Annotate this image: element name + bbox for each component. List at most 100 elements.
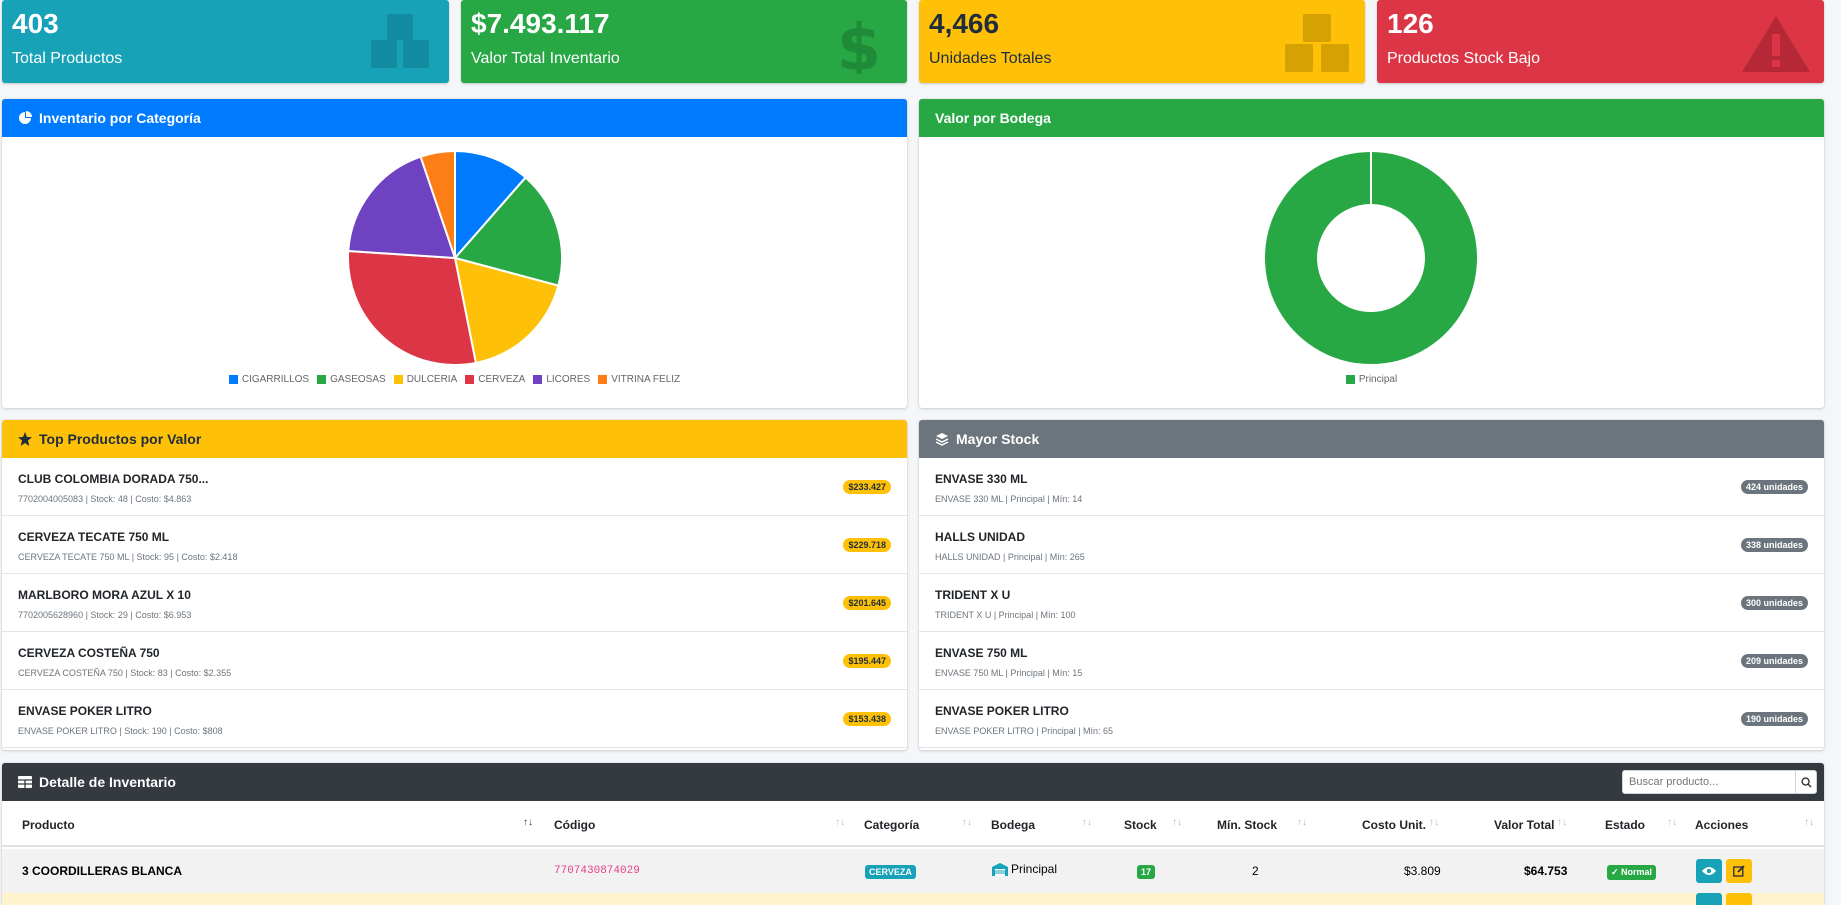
- edit-button[interactable]: [1726, 893, 1752, 905]
- item-badge: 338 unidades: [1740, 538, 1808, 552]
- list-item[interactable]: CERVEZA TECATE 750 ML CERVEZA TECATE 750 …: [2, 516, 907, 574]
- card-header: Mayor Stock: [919, 420, 1824, 458]
- sort-icon[interactable]: ↑↓: [835, 817, 845, 828]
- cell-codigo: 7707430874029: [554, 865, 640, 877]
- category-badge: CERVEZA: [865, 865, 916, 879]
- sort-icon[interactable]: ↑↓: [962, 817, 972, 828]
- search-icon: [1800, 776, 1812, 788]
- col-estado[interactable]: Estado: [1605, 818, 1646, 832]
- list-item[interactable]: ENVASE 330 ML ENVASE 330 ML | Principal |…: [919, 458, 1824, 516]
- pie-slice-dulceria[interactable]: [453, 256, 560, 365]
- stat-low-stock: 126 Productos Stock Bajo: [1377, 0, 1824, 83]
- table-row[interactable]: 3 COORDILLERAS BLANCA 7707430874029 CERV…: [2, 849, 1824, 893]
- item-badge: 300 unidades: [1740, 596, 1808, 610]
- stat-value: 403: [12, 8, 59, 39]
- pie-slice-cigarrillos[interactable]: [454, 149, 527, 261]
- cell-costo: $3.809: [1404, 864, 1441, 878]
- col-producto[interactable]: Producto: [22, 818, 75, 832]
- item-details: 7702004005083 | Stock: 48 | Costo: $4.86…: [18, 494, 192, 504]
- legend-item[interactable]: GASEOSAS: [317, 374, 386, 385]
- layers-icon: [935, 433, 949, 446]
- col-valor[interactable]: Valor Total: [1494, 818, 1555, 832]
- legend-item[interactable]: VITRINA FELIZ: [598, 374, 680, 385]
- status-label: Normal: [1621, 867, 1653, 877]
- pie-slice-principal[interactable]: [1263, 150, 1479, 366]
- view-button[interactable]: [1696, 859, 1722, 883]
- category-pie-chart[interactable]: [2, 137, 907, 408]
- list-item[interactable]: CLUB COLOMBIA DORADA 750... 7702004005083…: [2, 458, 907, 516]
- card-title: Top Productos por Valor: [39, 431, 202, 447]
- stat-label: Valor Total Inventario: [471, 50, 620, 67]
- sort-icon[interactable]: ↑↓: [1082, 817, 1092, 828]
- card-header: Top Productos por Valor: [2, 420, 907, 458]
- list-item[interactable]: ENVASE 750 ML ENVASE 750 ML | Principal |…: [919, 632, 1824, 690]
- warehouse-icon: [992, 862, 1008, 876]
- list-item[interactable]: HALLS UNIDAD HALLS UNIDAD | Principal | M…: [919, 516, 1824, 574]
- card-title: Valor por Bodega: [935, 110, 1051, 126]
- legend-item[interactable]: Principal: [1345, 374, 1397, 385]
- col-min-stock[interactable]: Mín. Stock: [1217, 818, 1278, 832]
- col-categoria[interactable]: Categoría: [864, 818, 920, 832]
- legend-swatch: [317, 375, 327, 384]
- cubes-icon: [371, 14, 429, 68]
- search-input[interactable]: [1622, 770, 1797, 794]
- sort-asc-icon[interactable]: ↑↓: [523, 817, 533, 828]
- legend-item[interactable]: CIGARRILLOS: [228, 374, 309, 385]
- col-costo[interactable]: Costo Unit.: [1362, 818, 1426, 832]
- item-name: CERVEZA COSTEÑA 750: [18, 646, 160, 660]
- cell-min-stock: 2: [1252, 864, 1259, 878]
- star-icon: [18, 432, 32, 446]
- legend-item[interactable]: DULCERIA: [393, 374, 458, 385]
- warehouse-donut-chart[interactable]: [919, 137, 1824, 408]
- col-codigo[interactable]: Código: [554, 818, 596, 832]
- card-title: Detalle de Inventario: [39, 774, 176, 790]
- pie-slice-vitrina-feliz[interactable]: [419, 149, 456, 259]
- col-stock[interactable]: Stock: [1124, 818, 1157, 832]
- legend-label: VITRINA FELIZ: [611, 374, 681, 385]
- view-button[interactable]: [1696, 893, 1722, 905]
- legend-label: DULCERIA: [406, 374, 458, 385]
- top-products-card: Top Productos por Valor CLUB COLOMBIA DO…: [2, 420, 907, 750]
- edit-button[interactable]: [1726, 859, 1752, 883]
- dollar-icon: $: [837, 14, 882, 74]
- item-details: ENVASE 750 ML | Principal | Mín: 15: [935, 668, 1083, 678]
- sort-icon[interactable]: ↑↓: [1804, 817, 1814, 828]
- legend-item[interactable]: CERVEZA: [465, 374, 525, 385]
- list-item[interactable]: ENVASE POKER LITRO ENVASE POKER LITRO | P…: [919, 690, 1824, 748]
- sort-icon[interactable]: ↑↓: [1557, 817, 1567, 828]
- list-item[interactable]: CERVEZA COSTEÑA 750 CERVEZA COSTEÑA 750 |…: [2, 632, 907, 690]
- col-bodega[interactable]: Bodega: [991, 818, 1036, 832]
- legend-item[interactable]: LICORES: [533, 374, 590, 385]
- scrollbar-track[interactable]: [1832, 0, 1841, 905]
- pie-slice-gaseosas[interactable]: [453, 176, 563, 287]
- stat-total-units: 4,466 Unidades Totales: [919, 0, 1365, 83]
- pie-slice-cerveza[interactable]: [347, 249, 478, 366]
- item-details: ENVASE 330 ML | Principal | Mín: 14: [935, 494, 1083, 504]
- sort-icon[interactable]: ↑↓: [1667, 817, 1677, 828]
- chart-legend: Principal: [919, 374, 1824, 385]
- table-row[interactable]: [2, 893, 1824, 905]
- sort-icon[interactable]: ↑↓: [1297, 817, 1307, 828]
- sort-icon[interactable]: ↑↓: [1429, 817, 1439, 828]
- col-acciones: Acciones: [1695, 818, 1749, 832]
- category-chart-card: Inventario por Categoría CIGARRILLOS GASE…: [2, 99, 907, 408]
- item-details: CERVEZA TECATE 750 ML | Stock: 95 | Cost…: [18, 552, 238, 562]
- search-button[interactable]: [1795, 770, 1817, 794]
- list-item[interactable]: MARLBORO MORA AZUL X 10 7702005628960 | S…: [2, 574, 907, 632]
- legend-swatch: [1345, 375, 1355, 384]
- card-header: Valor por Bodega: [919, 99, 1824, 137]
- legend-swatch: [393, 375, 403, 384]
- stat-inventory-value: $7.493.117 Valor Total Inventario $: [461, 0, 907, 83]
- edit-icon: [1733, 865, 1745, 877]
- stat-value: 126: [1387, 8, 1434, 39]
- warning-icon: [1742, 16, 1810, 72]
- list-item[interactable]: TRIDENT X U TRIDENT X U | Principal | Mín…: [919, 574, 1824, 632]
- item-name: ENVASE POKER LITRO: [935, 704, 1069, 718]
- legend-swatch: [228, 375, 238, 384]
- item-name: HALLS UNIDAD: [935, 530, 1025, 544]
- inventory-detail-card: Detalle de Inventario Producto ↑↓ Código…: [2, 763, 1824, 905]
- list-item[interactable]: ENVASE POKER LITRO ENVASE POKER LITRO | S…: [2, 690, 907, 748]
- cell-valor: $64.753: [1524, 864, 1568, 878]
- stat-value: 4,466: [929, 8, 1000, 39]
- sort-icon[interactable]: ↑↓: [1172, 817, 1182, 828]
